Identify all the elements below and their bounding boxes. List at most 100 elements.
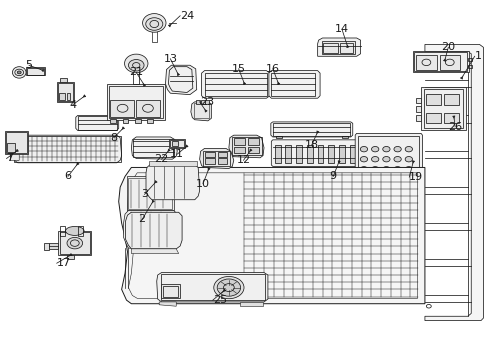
- Polygon shape: [228, 135, 264, 158]
- Bar: [26, 67, 44, 75]
- Ellipse shape: [393, 167, 401, 172]
- Text: 5: 5: [25, 60, 32, 70]
- Bar: [60, 232, 90, 254]
- Bar: [78, 226, 82, 235]
- Bar: [234, 138, 244, 145]
- Bar: [322, 42, 337, 53]
- Ellipse shape: [393, 157, 401, 162]
- Polygon shape: [157, 273, 267, 302]
- Ellipse shape: [142, 14, 165, 32]
- Bar: [420, 87, 465, 130]
- Bar: [248, 138, 259, 145]
- Polygon shape: [10, 146, 19, 160]
- Ellipse shape: [65, 226, 84, 235]
- Text: 24: 24: [180, 11, 194, 21]
- Text: 9: 9: [329, 171, 336, 181]
- Bar: [381, 145, 387, 163]
- Text: 10: 10: [196, 179, 210, 189]
- Text: 25: 25: [212, 295, 226, 305]
- Text: 8: 8: [110, 133, 117, 143]
- Ellipse shape: [217, 279, 240, 296]
- Ellipse shape: [360, 167, 367, 172]
- Ellipse shape: [382, 167, 389, 172]
- Ellipse shape: [382, 157, 389, 162]
- Polygon shape: [125, 212, 182, 249]
- Ellipse shape: [17, 71, 21, 74]
- Bar: [272, 123, 349, 136]
- Ellipse shape: [67, 237, 82, 249]
- Polygon shape: [268, 71, 320, 98]
- Bar: [195, 100, 199, 104]
- Text: 26: 26: [447, 122, 461, 132]
- Ellipse shape: [405, 147, 412, 152]
- Bar: [49, 243, 58, 249]
- Bar: [276, 136, 282, 138]
- Bar: [467, 65, 471, 68]
- Bar: [296, 145, 302, 163]
- Polygon shape: [131, 137, 177, 159]
- Bar: [152, 28, 157, 42]
- Text: 22: 22: [154, 154, 168, 164]
- Text: 17: 17: [57, 258, 71, 268]
- Bar: [149, 161, 197, 166]
- Ellipse shape: [128, 59, 144, 71]
- Bar: [109, 86, 162, 118]
- Bar: [110, 119, 116, 123]
- Bar: [133, 139, 174, 157]
- Bar: [248, 147, 259, 153]
- Bar: [357, 136, 418, 178]
- Polygon shape: [146, 164, 199, 200]
- Bar: [59, 93, 65, 100]
- Bar: [14, 136, 121, 162]
- Ellipse shape: [382, 147, 389, 152]
- Bar: [58, 83, 73, 101]
- Polygon shape: [424, 44, 483, 320]
- Bar: [234, 147, 244, 153]
- Bar: [439, 55, 459, 69]
- Bar: [392, 145, 398, 163]
- Text: 23: 23: [199, 97, 213, 107]
- Ellipse shape: [213, 276, 244, 299]
- Text: 2: 2: [138, 215, 145, 224]
- Polygon shape: [13, 135, 122, 163]
- Bar: [271, 73, 315, 96]
- Bar: [5, 132, 27, 153]
- Bar: [321, 41, 354, 54]
- Text: 13: 13: [163, 54, 177, 64]
- Text: 1: 1: [474, 51, 481, 61]
- Bar: [58, 231, 91, 255]
- Bar: [204, 158, 214, 164]
- Text: 3: 3: [141, 189, 148, 199]
- Polygon shape: [131, 249, 178, 253]
- Bar: [43, 243, 49, 250]
- Bar: [415, 107, 420, 112]
- Polygon shape: [271, 140, 413, 166]
- Bar: [341, 136, 347, 138]
- Bar: [168, 139, 184, 148]
- Bar: [306, 145, 312, 163]
- Bar: [360, 145, 366, 163]
- Ellipse shape: [145, 18, 163, 30]
- Polygon shape: [159, 302, 176, 306]
- Polygon shape: [201, 71, 269, 98]
- Bar: [60, 78, 67, 82]
- Bar: [135, 119, 141, 123]
- Bar: [370, 145, 376, 163]
- Ellipse shape: [371, 147, 378, 152]
- Bar: [6, 143, 15, 152]
- Bar: [403, 145, 408, 163]
- Bar: [444, 94, 458, 105]
- Ellipse shape: [371, 167, 378, 172]
- Bar: [193, 103, 209, 118]
- Text: 14: 14: [334, 24, 348, 35]
- Bar: [66, 255, 74, 259]
- Bar: [204, 152, 214, 157]
- Polygon shape: [239, 302, 263, 306]
- Text: 20: 20: [440, 42, 454, 52]
- Ellipse shape: [360, 147, 367, 152]
- Ellipse shape: [124, 54, 148, 73]
- Bar: [285, 145, 291, 163]
- Text: 15: 15: [231, 64, 245, 74]
- Bar: [60, 226, 65, 235]
- Polygon shape: [199, 148, 233, 168]
